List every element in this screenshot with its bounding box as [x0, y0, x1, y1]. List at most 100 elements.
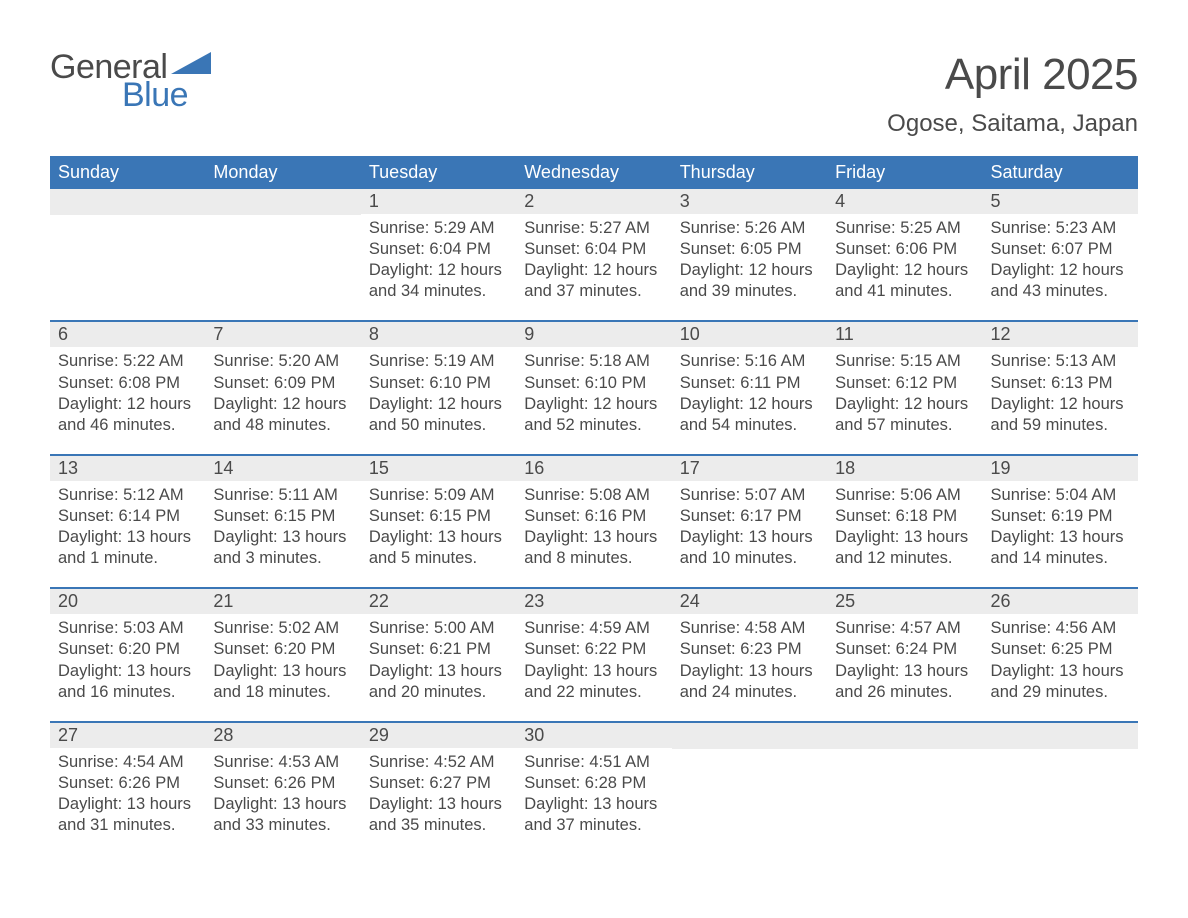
day-number: 17: [672, 456, 827, 481]
sunset-text: Sunset: 6:10 PM: [369, 373, 510, 394]
daylight-text: Daylight: 12 hours and 52 minutes.: [524, 394, 665, 436]
day-cell: [827, 723, 982, 854]
day-body: Sunrise: 5:16 AMSunset: 6:11 PMDaylight:…: [672, 347, 827, 435]
day-number: 4: [827, 189, 982, 214]
sunrise-text: Sunrise: 4:58 AM: [680, 618, 821, 639]
day-number: 11: [827, 322, 982, 347]
week-row: 1Sunrise: 5:29 AMSunset: 6:04 PMDaylight…: [50, 189, 1138, 320]
day-body: Sunrise: 5:11 AMSunset: 6:15 PMDaylight:…: [205, 481, 360, 569]
day-cell: [983, 723, 1138, 854]
daylight-text: Daylight: 12 hours and 46 minutes.: [58, 394, 199, 436]
day-body: Sunrise: 4:54 AMSunset: 6:26 PMDaylight:…: [50, 748, 205, 836]
day-cell: 26Sunrise: 4:56 AMSunset: 6:25 PMDayligh…: [983, 589, 1138, 720]
sunset-text: Sunset: 6:25 PM: [991, 639, 1132, 660]
sunrise-text: Sunrise: 5:08 AM: [524, 485, 665, 506]
day-header-monday: Monday: [205, 156, 360, 189]
sunrise-text: Sunrise: 5:03 AM: [58, 618, 199, 639]
day-number: 24: [672, 589, 827, 614]
day-header-friday: Friday: [827, 156, 982, 189]
week-row: 6Sunrise: 5:22 AMSunset: 6:08 PMDaylight…: [50, 320, 1138, 453]
week-row: 13Sunrise: 5:12 AMSunset: 6:14 PMDayligh…: [50, 454, 1138, 587]
logo-text-blue: Blue: [122, 78, 211, 112]
day-cell: 11Sunrise: 5:15 AMSunset: 6:12 PMDayligh…: [827, 322, 982, 453]
sunrise-text: Sunrise: 5:18 AM: [524, 351, 665, 372]
day-body: Sunrise: 5:29 AMSunset: 6:04 PMDaylight:…: [361, 214, 516, 302]
sunrise-text: Sunrise: 5:07 AM: [680, 485, 821, 506]
day-header-tuesday: Tuesday: [361, 156, 516, 189]
day-number: 13: [50, 456, 205, 481]
daylight-text: Daylight: 12 hours and 54 minutes.: [680, 394, 821, 436]
day-cell: 29Sunrise: 4:52 AMSunset: 6:27 PMDayligh…: [361, 723, 516, 854]
daylight-text: Daylight: 12 hours and 59 minutes.: [991, 394, 1132, 436]
day-body: Sunrise: 5:15 AMSunset: 6:12 PMDaylight:…: [827, 347, 982, 435]
daylight-text: Daylight: 13 hours and 14 minutes.: [991, 527, 1132, 569]
daylight-text: Daylight: 13 hours and 29 minutes.: [991, 661, 1132, 703]
day-body: Sunrise: 5:18 AMSunset: 6:10 PMDaylight:…: [516, 347, 671, 435]
day-number: 18: [827, 456, 982, 481]
day-cell: 28Sunrise: 4:53 AMSunset: 6:26 PMDayligh…: [205, 723, 360, 854]
sunrise-text: Sunrise: 4:57 AM: [835, 618, 976, 639]
day-number: 1: [361, 189, 516, 214]
day-number: 14: [205, 456, 360, 481]
daylight-text: Daylight: 12 hours and 57 minutes.: [835, 394, 976, 436]
day-body: Sunrise: 5:20 AMSunset: 6:09 PMDaylight:…: [205, 347, 360, 435]
day-number: 10: [672, 322, 827, 347]
day-number: 29: [361, 723, 516, 748]
day-cell: 19Sunrise: 5:04 AMSunset: 6:19 PMDayligh…: [983, 456, 1138, 587]
day-number: [827, 723, 982, 749]
sunrise-text: Sunrise: 5:19 AM: [369, 351, 510, 372]
day-number: [672, 723, 827, 749]
sunset-text: Sunset: 6:05 PM: [680, 239, 821, 260]
day-body: Sunrise: 5:22 AMSunset: 6:08 PMDaylight:…: [50, 347, 205, 435]
day-body: Sunrise: 4:59 AMSunset: 6:22 PMDaylight:…: [516, 614, 671, 702]
day-number: 12: [983, 322, 1138, 347]
calendar: Sunday Monday Tuesday Wednesday Thursday…: [50, 156, 1138, 854]
sunrise-text: Sunrise: 5:29 AM: [369, 218, 510, 239]
day-cell: 5Sunrise: 5:23 AMSunset: 6:07 PMDaylight…: [983, 189, 1138, 320]
day-body: Sunrise: 5:12 AMSunset: 6:14 PMDaylight:…: [50, 481, 205, 569]
day-cell: 24Sunrise: 4:58 AMSunset: 6:23 PMDayligh…: [672, 589, 827, 720]
day-cell: 27Sunrise: 4:54 AMSunset: 6:26 PMDayligh…: [50, 723, 205, 854]
day-number: 16: [516, 456, 671, 481]
day-number: 5: [983, 189, 1138, 214]
day-number: 8: [361, 322, 516, 347]
day-cell: 14Sunrise: 5:11 AMSunset: 6:15 PMDayligh…: [205, 456, 360, 587]
day-cell: 21Sunrise: 5:02 AMSunset: 6:20 PMDayligh…: [205, 589, 360, 720]
sunset-text: Sunset: 6:24 PM: [835, 639, 976, 660]
day-header-row: Sunday Monday Tuesday Wednesday Thursday…: [50, 156, 1138, 189]
week-row: 20Sunrise: 5:03 AMSunset: 6:20 PMDayligh…: [50, 587, 1138, 720]
day-number: 26: [983, 589, 1138, 614]
daylight-text: Daylight: 12 hours and 34 minutes.: [369, 260, 510, 302]
sunset-text: Sunset: 6:14 PM: [58, 506, 199, 527]
day-body: Sunrise: 4:56 AMSunset: 6:25 PMDaylight:…: [983, 614, 1138, 702]
sunset-text: Sunset: 6:11 PM: [680, 373, 821, 394]
daylight-text: Daylight: 13 hours and 37 minutes.: [524, 794, 665, 836]
day-cell: 6Sunrise: 5:22 AMSunset: 6:08 PMDaylight…: [50, 322, 205, 453]
day-cell: 16Sunrise: 5:08 AMSunset: 6:16 PMDayligh…: [516, 456, 671, 587]
sunrise-text: Sunrise: 5:04 AM: [991, 485, 1132, 506]
day-body: Sunrise: 4:53 AMSunset: 6:26 PMDaylight:…: [205, 748, 360, 836]
day-cell: 12Sunrise: 5:13 AMSunset: 6:13 PMDayligh…: [983, 322, 1138, 453]
day-cell: 2Sunrise: 5:27 AMSunset: 6:04 PMDaylight…: [516, 189, 671, 320]
day-number: 7: [205, 322, 360, 347]
week-row: 27Sunrise: 4:54 AMSunset: 6:26 PMDayligh…: [50, 721, 1138, 854]
daylight-text: Daylight: 13 hours and 3 minutes.: [213, 527, 354, 569]
sunrise-text: Sunrise: 4:54 AM: [58, 752, 199, 773]
day-number: [205, 189, 360, 215]
sunset-text: Sunset: 6:15 PM: [369, 506, 510, 527]
sunset-text: Sunset: 6:10 PM: [524, 373, 665, 394]
day-cell: 1Sunrise: 5:29 AMSunset: 6:04 PMDaylight…: [361, 189, 516, 320]
day-number: [983, 723, 1138, 749]
sunset-text: Sunset: 6:26 PM: [58, 773, 199, 794]
page-title: April 2025: [887, 50, 1138, 100]
day-number: 2: [516, 189, 671, 214]
sunset-text: Sunset: 6:26 PM: [213, 773, 354, 794]
day-cell: 20Sunrise: 5:03 AMSunset: 6:20 PMDayligh…: [50, 589, 205, 720]
daylight-text: Daylight: 13 hours and 12 minutes.: [835, 527, 976, 569]
day-number: 15: [361, 456, 516, 481]
sunrise-text: Sunrise: 5:26 AM: [680, 218, 821, 239]
location: Ogose, Saitama, Japan: [887, 110, 1138, 138]
day-header-sunday: Sunday: [50, 156, 205, 189]
day-number: 28: [205, 723, 360, 748]
sunset-text: Sunset: 6:16 PM: [524, 506, 665, 527]
